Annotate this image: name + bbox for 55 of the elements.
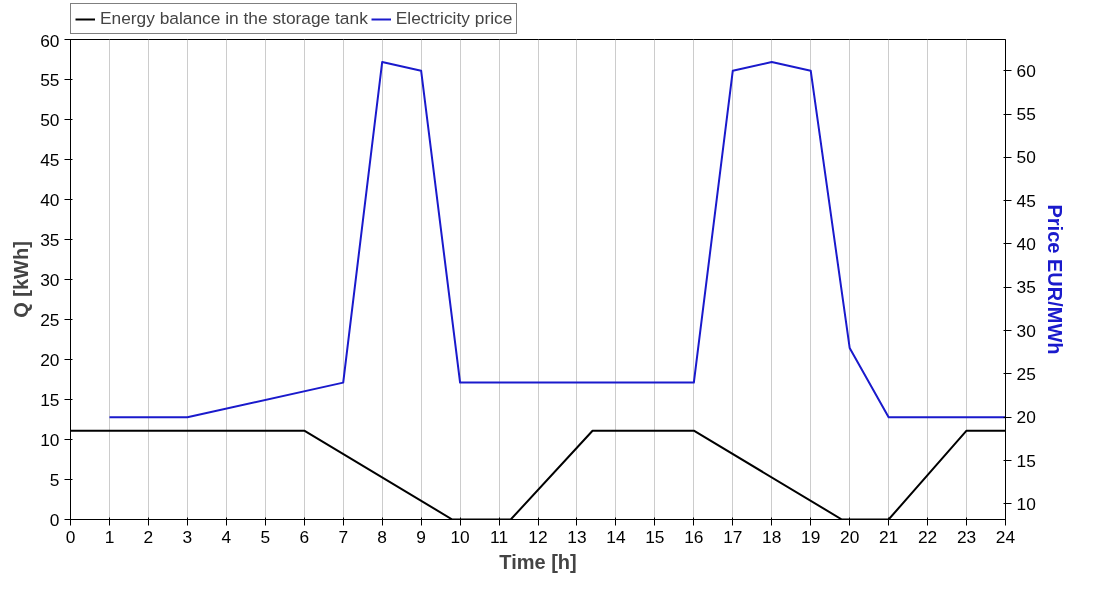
y-tick-label: 15 xyxy=(40,389,60,410)
x-tick-label: 1 xyxy=(104,526,115,547)
x-tick-label: 10 xyxy=(450,526,470,547)
x-tick-label: 24 xyxy=(995,526,1016,547)
x-tick-label: 17 xyxy=(723,526,743,547)
x-tick-label: 0 xyxy=(65,526,76,547)
x-tick-label: 19 xyxy=(801,526,821,547)
x-tick-label: 23 xyxy=(956,526,977,547)
x-tick-label: 20 xyxy=(840,526,860,547)
x-tick-label: 14 xyxy=(606,526,626,547)
x-tick-label: 4 xyxy=(221,526,232,547)
y-tick-label: 20 xyxy=(40,349,60,370)
x-tick-label: 2 xyxy=(143,526,154,547)
y-tick-label: 50 xyxy=(40,109,60,130)
y2-tick-label: 60 xyxy=(1016,60,1036,81)
x-tick-label: 11 xyxy=(490,526,509,547)
y-tick-label: 40 xyxy=(40,189,60,210)
y-tick-label: 55 xyxy=(40,69,60,90)
y2-tick-label: 30 xyxy=(1016,320,1036,341)
x-tick-label: 16 xyxy=(684,526,704,547)
y2-tick-label: 40 xyxy=(1016,233,1036,254)
y-tick-label: 35 xyxy=(40,229,60,250)
x-tick-label: 18 xyxy=(762,526,782,547)
y2-tick-label: 15 xyxy=(1016,450,1036,471)
y2-axis-title: Price EUR/MWh xyxy=(1043,204,1066,355)
y2-tick-label: 10 xyxy=(1016,493,1036,514)
y-tick-label: 10 xyxy=(40,429,60,450)
y-tick-label: 30 xyxy=(40,269,60,290)
x-axis-title: Time [h] xyxy=(499,550,577,573)
x-tick-label: 8 xyxy=(377,526,387,547)
y-tick-label: 25 xyxy=(40,309,60,330)
line-series xyxy=(108,61,1006,419)
legend-label: Energy balance in the storage tank xyxy=(100,8,368,29)
y-axis-title: Q [kWh] xyxy=(10,241,33,318)
x-tick-label: 21 xyxy=(878,526,899,547)
x-tick-label: 9 xyxy=(416,526,426,547)
y2-tick-label: 20 xyxy=(1016,407,1036,428)
y-tick-label: 0 xyxy=(49,509,60,530)
legend-label: Electricity price xyxy=(395,8,513,29)
y2-tick-label: 55 xyxy=(1016,104,1036,125)
x-tick-label: 3 xyxy=(182,526,193,547)
y-tick-label: 5 xyxy=(49,469,60,490)
x-tick-label: 15 xyxy=(645,526,665,547)
x-tick-label: 13 xyxy=(567,526,587,547)
x-tick-label: 6 xyxy=(299,526,310,547)
x-tick-label: 12 xyxy=(528,526,548,547)
x-tick-label: 5 xyxy=(260,526,271,547)
y-tick-label: 45 xyxy=(40,149,60,170)
x-tick-label: 22 xyxy=(917,526,938,547)
y2-tick-label: 50 xyxy=(1016,147,1036,168)
y2-tick-label: 35 xyxy=(1016,277,1036,298)
x-tick-label: 7 xyxy=(338,526,349,547)
y-tick-label: 60 xyxy=(40,30,60,51)
y2-tick-label: 45 xyxy=(1016,190,1036,211)
y2-tick-label: 25 xyxy=(1016,363,1036,384)
